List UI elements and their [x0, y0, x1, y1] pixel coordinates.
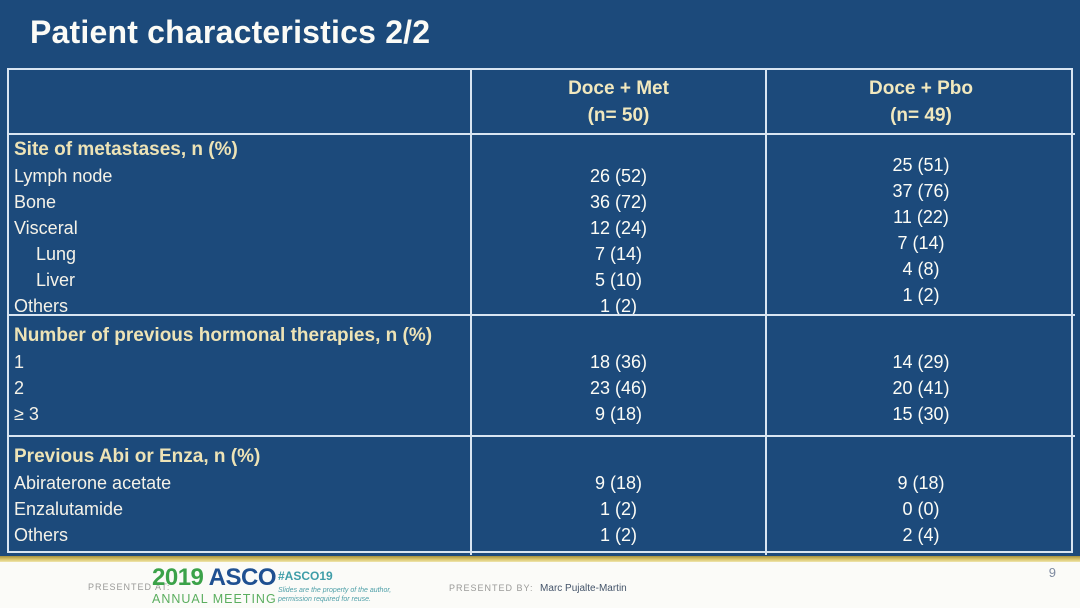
section-0-label-cell: Site of metastases, n (%) Lymph node Bone V…: [9, 133, 470, 314]
disclaimer-line-1: Slides are the property of the author,: [278, 587, 392, 594]
value-cell-entry: 0 (0): [902, 499, 940, 519]
column-header-doce-pbo-name: Doce + Pbo: [869, 77, 973, 99]
asco-logo-year: 2019: [152, 564, 204, 591]
value-cell-entry: 1 (2): [599, 296, 637, 314]
section-2-values-pbo: 9 (18) 0 (0) 2 (4): [765, 435, 1075, 555]
disclaimer-line-2: permission required for reuse.: [278, 596, 371, 603]
value-cell-entry: 26 (52): [589, 166, 648, 186]
page-number: 9: [1048, 565, 1056, 580]
asco-logo-org: ASCO: [208, 564, 277, 591]
row-label: Lymph node: [14, 166, 113, 186]
value-cell-entry: 36 (72): [589, 192, 648, 212]
divider-gold-line: [0, 556, 1080, 562]
presented-by-label: PRESENTED BY:: [449, 583, 534, 593]
row-label: 1: [14, 352, 25, 372]
value-cell-entry: 14 (29): [892, 352, 950, 372]
value-cell-entry: 1 (2): [599, 525, 637, 545]
section-1-values-pbo: 14 (29) 20 (41) 15 (30): [765, 314, 1075, 435]
row-label: ≥ 3: [14, 404, 39, 424]
value-cell-entry: 9 (18): [594, 473, 643, 493]
presented-by-name: Marc Pujalte-Martin: [540, 583, 627, 594]
value-cell-entry: 7 (14): [897, 233, 945, 253]
row-label: Others: [14, 296, 69, 314]
value-cell-entry: 1 (2): [902, 285, 940, 305]
row-label: Others: [14, 525, 69, 545]
column-header-doce-pbo-n: (n= 49): [890, 104, 952, 126]
asco-logo-subtitle: ANNUAL MEETING: [152, 592, 277, 606]
value-cell-entry: 1 (2): [599, 499, 637, 519]
hashtag-block: #ASCO19 Slides are the property of the a…: [278, 569, 391, 604]
asco-annual-meeting-logo: 2019 ASCO ANNUAL MEETING: [152, 566, 277, 606]
page-title: Patient characteristics 2/2: [30, 14, 431, 50]
value-cell-entry: 5 (10): [594, 270, 643, 290]
value-cell-entry: 4 (8): [902, 259, 940, 279]
value-cell-entry: 9 (18): [897, 473, 945, 493]
row-label: Abiraterone acetate: [14, 473, 172, 493]
footer: PRESENTED AT: 2019 ASCO ANNUAL MEETING #…: [0, 562, 1080, 608]
column-header-doce-met: Doce + Met (n= 50): [470, 70, 765, 133]
section-2-label-cell: Previous Abi or Enza, n (%) Abiraterone a…: [9, 435, 470, 555]
section-1-values-met: 18 (36) 23 (46) 9 (18): [470, 314, 765, 435]
value-cell-entry: 37 (76): [892, 181, 950, 201]
section-0-values-met: 26 (52) 36 (72) 12 (24) 7 (14) 5 (10) 1 (2): [470, 133, 765, 314]
column-header-doce-met-n: (n= 50): [587, 104, 650, 126]
section-0-values-pbo: 25 (51) 37 (76) 11 (22) 7 (14) 4 (8) 1 (2): [765, 133, 1075, 314]
value-cell-entry: 23 (46): [589, 378, 648, 398]
column-header-doce-met-name: Doce + Met: [568, 77, 669, 99]
section-1-header: Number of previous hormonal therapies, n…: [14, 325, 433, 346]
hashtag: #ASCO19: [278, 569, 333, 583]
asco-logo-top: 2019 ASCO: [152, 566, 277, 590]
value-cell-entry: 7 (14): [594, 244, 643, 264]
row-label: Lung: [36, 244, 77, 264]
value-cell-entry: 11 (22): [893, 207, 949, 227]
section-2-header: Previous Abi or Enza, n (%): [14, 446, 261, 467]
row-label: Visceral: [14, 218, 78, 238]
row-label: 2: [14, 378, 25, 398]
value-cell-entry: 18 (36): [589, 352, 648, 372]
table-corner-cell: [9, 70, 470, 133]
column-header-doce-pbo: Doce + Pbo (n= 49): [765, 70, 1075, 133]
section-0-header: Site of metastases, n (%): [14, 139, 238, 160]
presented-at-label: PRESENTED AT:: [88, 582, 171, 592]
row-label: Bone: [14, 192, 57, 212]
section-1-label-cell: Number of previous hormonal therapies, n…: [9, 314, 470, 435]
value-cell-entry: 9 (18): [594, 404, 643, 424]
value-cell-entry: 25 (51): [892, 155, 950, 175]
value-cell-entry: 12 (24): [589, 218, 648, 238]
section-2-values-met: 9 (18) 1 (2) 1 (2): [470, 435, 765, 555]
value-cell-entry: 20 (41): [892, 378, 950, 398]
row-label: Liver: [36, 270, 76, 290]
value-cell-entry: 2 (4): [902, 525, 940, 545]
presented-by: PRESENTED BY: Marc Pujalte-Martin: [449, 583, 627, 594]
value-cell-entry: 15 (30): [892, 404, 950, 424]
patient-characteristics-table: Doce + Met (n= 50) Doce + Pbo (n= 49) Si…: [7, 68, 1075, 555]
row-label: Enzalutamide: [14, 499, 124, 519]
